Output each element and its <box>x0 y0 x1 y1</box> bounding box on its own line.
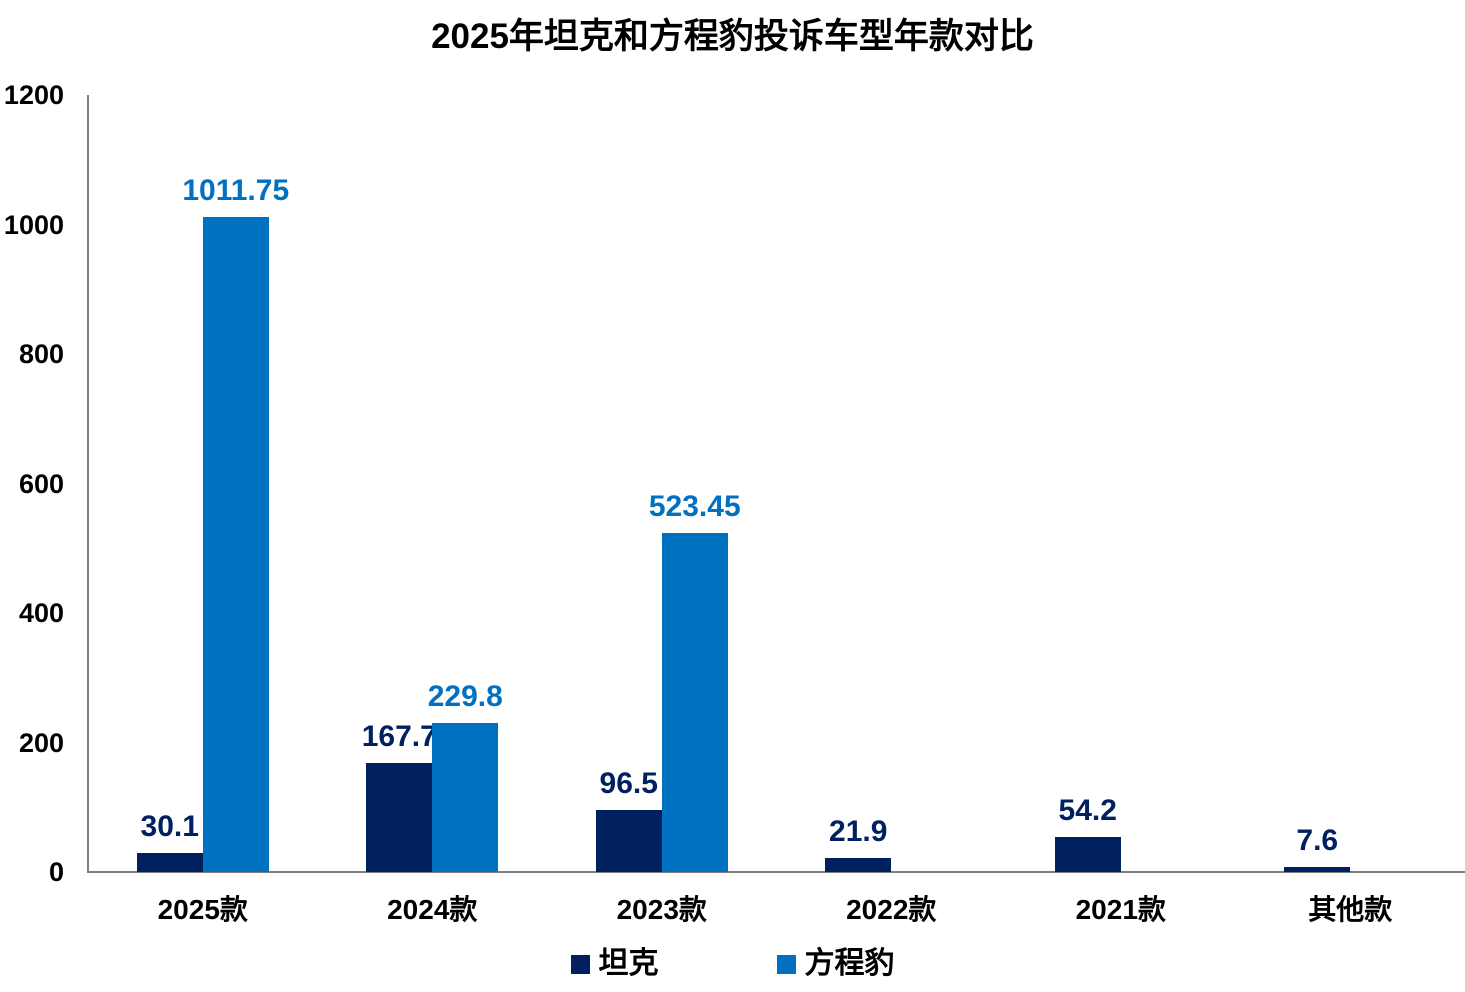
x-axis-tick-label-4: 2021款 <box>1075 894 1166 925</box>
bar-tank-5 <box>1284 867 1351 872</box>
value-label-tank-0: 30.1 <box>140 810 199 843</box>
legend-label-tank: 坦克 <box>598 947 659 980</box>
x-axis-tick-label-3: 2022款 <box>846 894 937 925</box>
bar-fangchengbao-2 <box>661 533 728 872</box>
value-label-fangchengbao-1: 229.8 <box>427 680 503 713</box>
y-axis-tick-label-600: 600 <box>18 468 64 499</box>
bar-tank-1 <box>366 763 433 872</box>
bar-tank-0 <box>136 853 203 872</box>
value-label-fangchengbao-0: 1011.75 <box>182 174 290 207</box>
bar-tank-3 <box>825 858 892 872</box>
value-label-tank-3: 21.9 <box>829 815 888 848</box>
y-axis-tick-label-1200: 1200 <box>3 80 64 110</box>
legend-item-fangchengbao: 方程豹 <box>776 947 895 980</box>
legend: 坦克 方程豹 <box>0 948 1465 980</box>
y-axis-tick-label-200: 200 <box>18 727 64 758</box>
value-label-tank-2: 96.5 <box>599 767 658 800</box>
value-label-tank-4: 54.2 <box>1058 794 1117 827</box>
chart-title: 2025年坦克和方程豹投诉车型年款对比 <box>431 17 1034 56</box>
y-axis-tick-label-0: 0 <box>48 857 64 887</box>
bar-fangchengbao-1 <box>432 723 499 872</box>
value-label-tank-1: 167.7 <box>361 720 437 753</box>
legend-label-fangchengbao: 方程豹 <box>804 947 895 980</box>
value-label-tank-5: 7.6 <box>1296 824 1339 857</box>
x-axis-tick-label-0: 2025款 <box>157 894 248 925</box>
legend-item-tank: 坦克 <box>570 947 659 980</box>
y-axis-line <box>87 95 89 872</box>
value-label-fangchengbao-2: 523.45 <box>648 490 741 523</box>
legend-swatch-fangchengbao <box>776 954 796 974</box>
x-axis-tick-label-1: 2024款 <box>387 894 478 925</box>
bar-tank-4 <box>1054 837 1121 872</box>
y-axis-tick-label-1000: 1000 <box>3 209 64 240</box>
y-axis-tick-label-800: 800 <box>18 339 64 369</box>
bar-fangchengbao-0 <box>202 217 269 872</box>
x-axis-tick-label-2: 2023款 <box>616 894 707 925</box>
legend-swatch-tank <box>570 954 590 974</box>
x-axis-line <box>87 871 1465 873</box>
bar-tank-2 <box>595 810 662 872</box>
x-axis-tick-label-5: 其他款 <box>1308 894 1393 925</box>
y-axis-tick-label-400: 400 <box>18 598 64 628</box>
